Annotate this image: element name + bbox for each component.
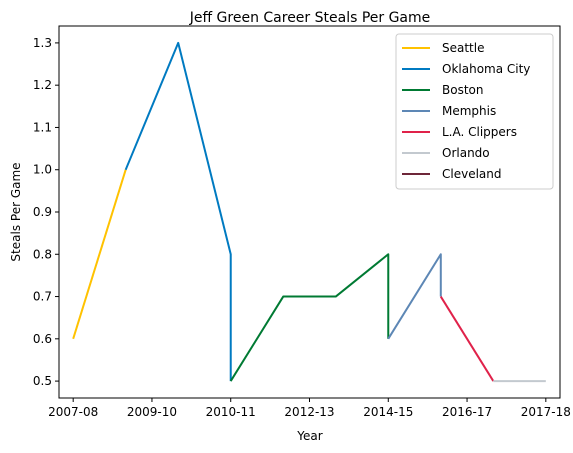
- series-line-boston: [229, 253, 390, 382]
- legend-label-seattle: Seattle: [442, 41, 484, 55]
- y-tick-label: 1.3: [33, 36, 52, 50]
- y-tick-label: 1.1: [33, 120, 52, 134]
- x-axis: 2007-08 2009-10 2010-11 2012-13 2014-15 2016-…: [48, 398, 571, 419]
- y-tick-label: 0.9: [33, 205, 52, 219]
- legend-label-boston: Boston: [442, 83, 483, 97]
- legend-label-cleveland: Cleveland: [442, 167, 502, 181]
- y-tick-label: 0.5: [33, 374, 52, 388]
- x-tick-label: 2010-11: [206, 405, 256, 419]
- plot-area: [72, 41, 546, 383]
- x-tick-label: 2012-13: [284, 405, 334, 419]
- series-line-oklahoma-city: [124, 41, 232, 382]
- y-axis: 0.5 0.6 0.7 0.8 0.9 1.0 1.1 1.2 1.3: [33, 36, 59, 388]
- y-axis-label: Steals Per Game: [9, 162, 23, 261]
- y-tick-label: 1.0: [33, 163, 52, 177]
- x-tick-label: 2014-15: [363, 405, 413, 419]
- x-tick-label: 2007-08: [48, 405, 98, 419]
- legend-box: [395, 33, 554, 190]
- series-line-seattle: [72, 169, 127, 340]
- x-tick-label: 2009-10: [127, 405, 177, 419]
- series-line-l-a-clippers: [439, 296, 495, 382]
- legend-label-l-a-clippers: L.A. Clippers: [442, 125, 517, 139]
- x-tick-label: 2017-18: [521, 405, 571, 419]
- legend-label-memphis: Memphis: [442, 104, 496, 118]
- chart-title: Jeff Green Career Steals Per Game: [189, 10, 431, 26]
- y-tick-label: 0.7: [33, 290, 52, 304]
- x-tick-label: 2016-17: [442, 405, 492, 419]
- x-axis-label: Year: [296, 429, 322, 443]
- series-line-memphis: [387, 253, 442, 340]
- y-tick-label: 0.6: [33, 332, 52, 346]
- legend-label-oklahoma-city: Oklahoma City: [442, 62, 530, 76]
- legend: Seattle Oklahoma City Boston Memphis L.A. Cl…: [395, 33, 554, 190]
- y-tick-label: 0.8: [33, 247, 52, 261]
- y-tick-label: 1.2: [33, 78, 52, 92]
- legend-label-orlando: Orlando: [442, 146, 490, 160]
